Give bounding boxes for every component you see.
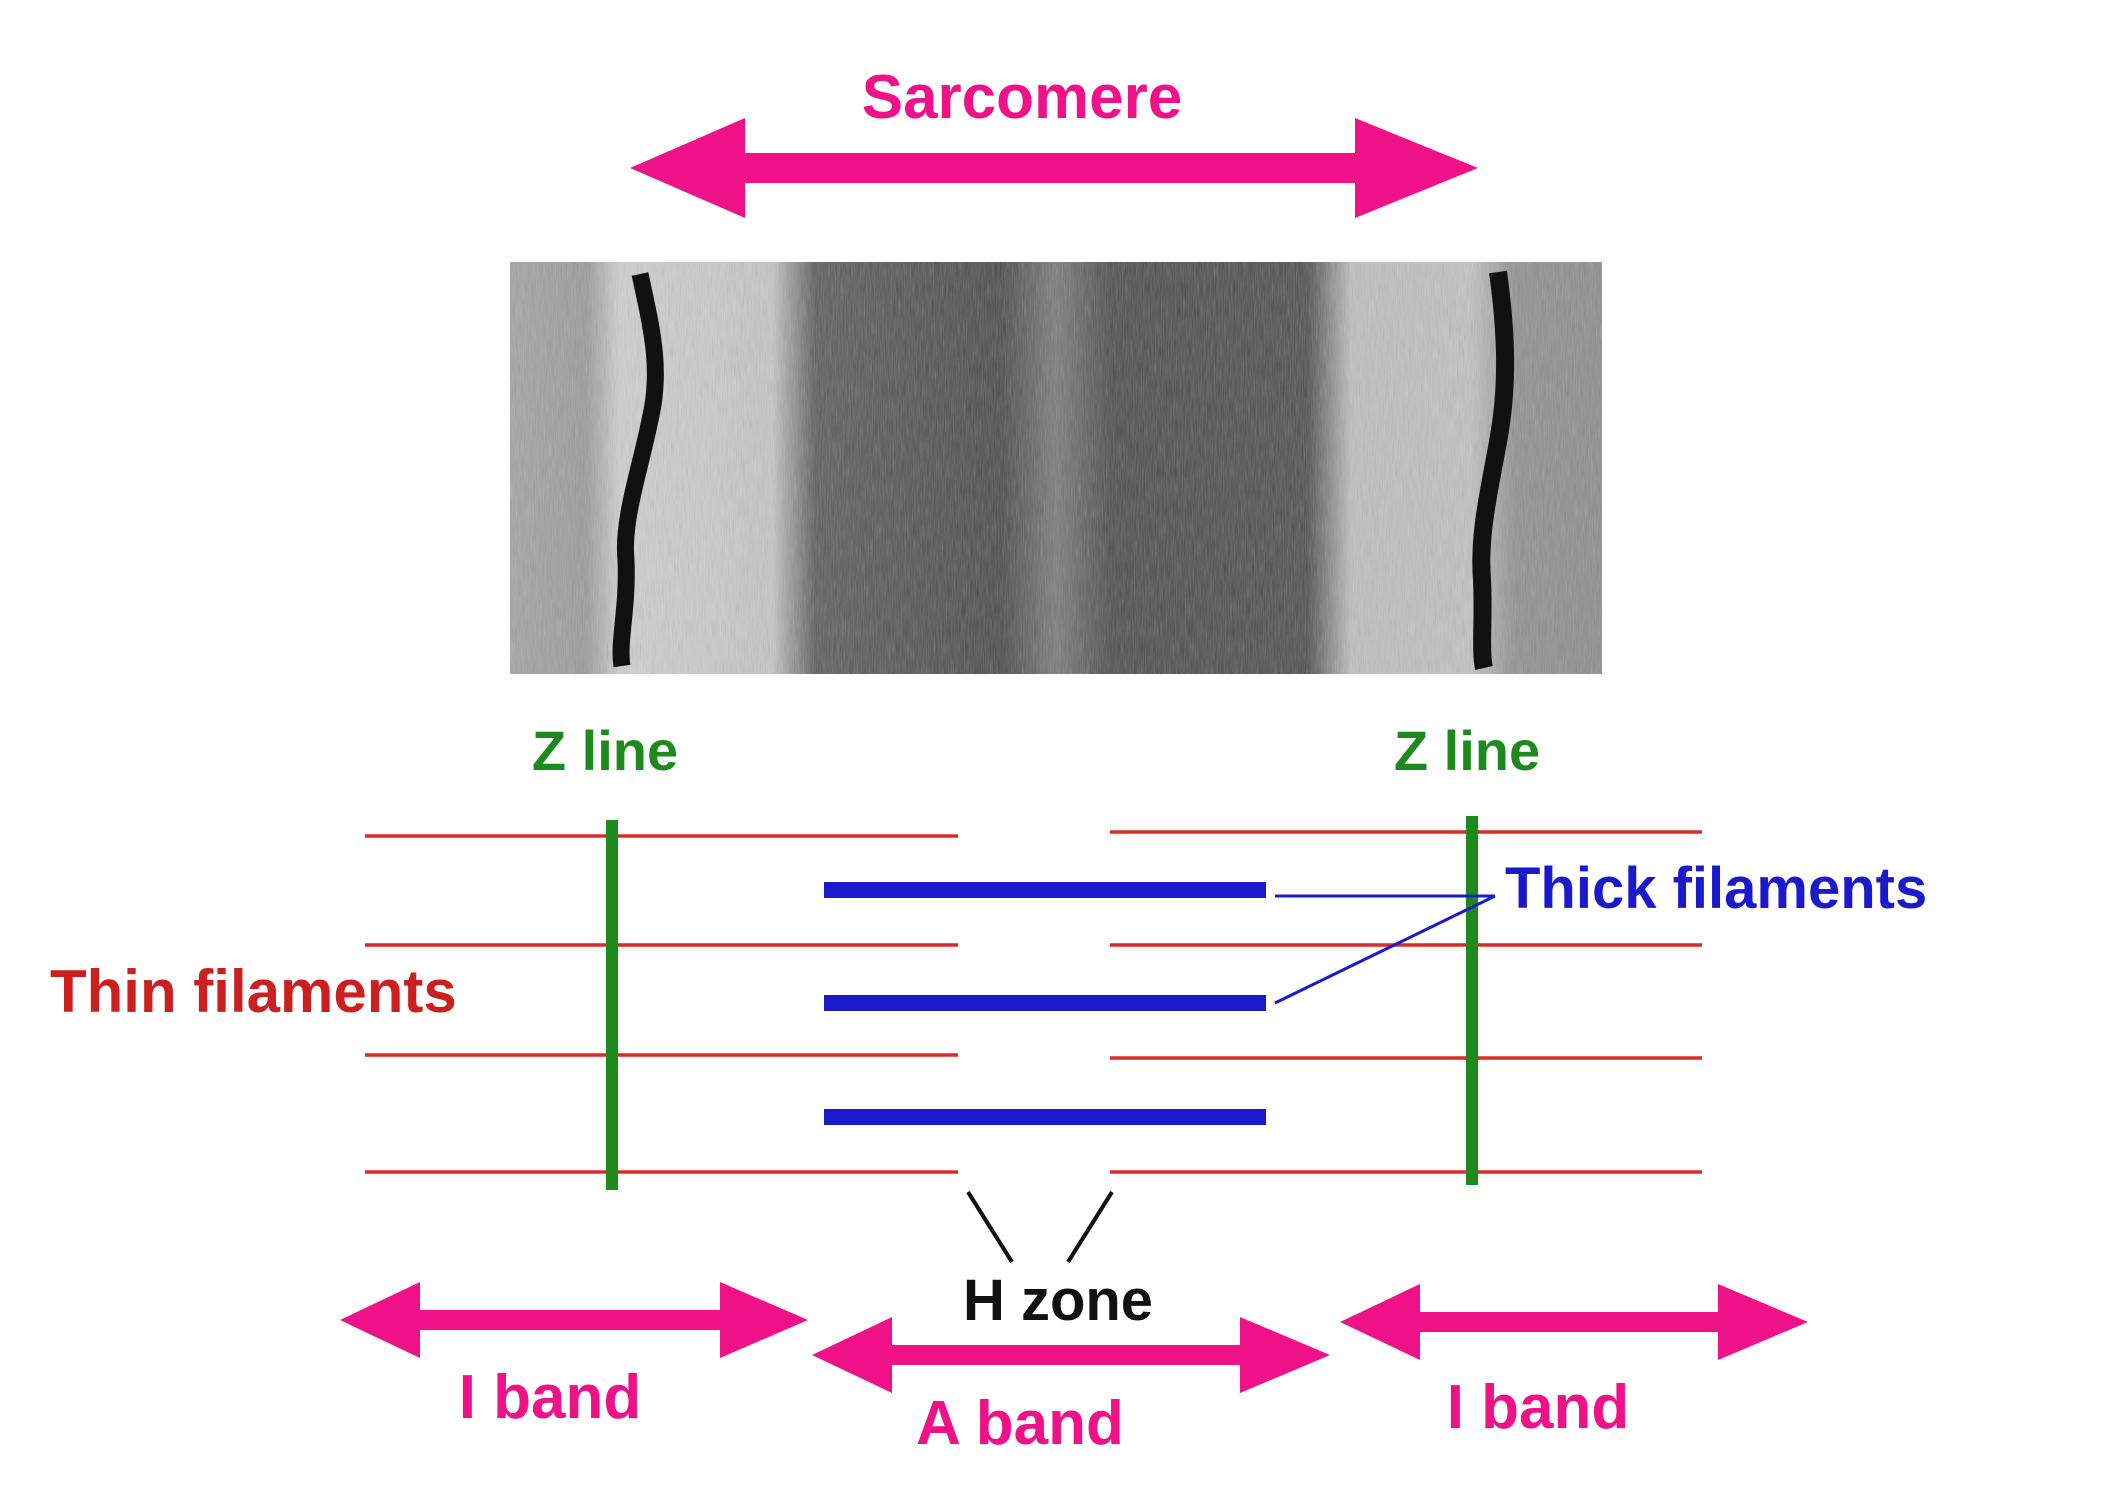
z-line-right-label: Z line <box>1394 719 1540 782</box>
sarcomere-arrow <box>630 118 1478 218</box>
thin-filaments <box>365 830 1702 1174</box>
sarcomere-label: Sarcomere <box>862 63 1183 132</box>
h-zone-ticks <box>966 1190 1114 1264</box>
thin-filaments-label: Thin filaments <box>50 958 457 1025</box>
thick-filaments-leaders <box>1274 894 1496 1005</box>
i-band-right-label: I band <box>1447 1373 1630 1442</box>
electron-micrograph <box>510 262 1602 674</box>
h-zone-label: H zone <box>963 1268 1153 1333</box>
i-band-left-label: I band <box>459 1363 642 1432</box>
i-band-right-arrow <box>1340 1284 1808 1360</box>
a-band-arrow <box>812 1317 1330 1393</box>
z-disc-right <box>1472 270 1515 670</box>
z-disc-left <box>612 272 664 668</box>
a-band-label: A band <box>916 1389 1124 1458</box>
z-line-left-label: Z line <box>532 719 678 782</box>
i-band-left-arrow <box>340 1282 808 1358</box>
thick-filaments-label: Thick filaments <box>1505 856 1927 921</box>
thick-filaments <box>824 882 1266 1125</box>
